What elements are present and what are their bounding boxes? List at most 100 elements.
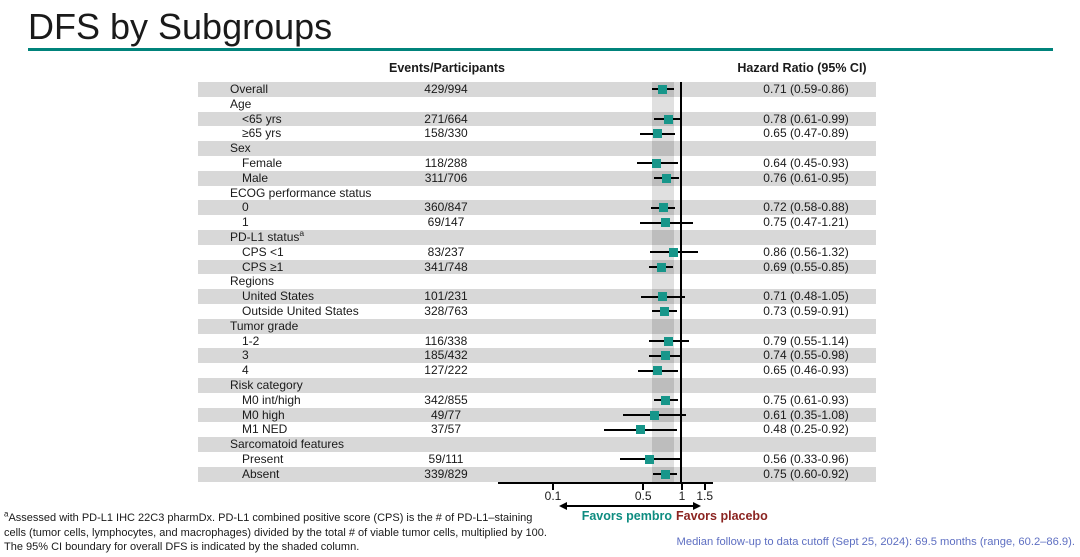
footnote-line-1: aAssessed with PD-L1 IHC 22C3 pharmDx. P… bbox=[4, 509, 533, 524]
table-row: Sex bbox=[198, 141, 876, 156]
hr-value: 0.48 (0.25-0.92) bbox=[763, 422, 849, 437]
row-label: PD-L1 statusa bbox=[230, 227, 305, 244]
favors-arrow bbox=[566, 505, 694, 507]
row-label: ≥65 yrs bbox=[242, 126, 282, 141]
arrow-right-head bbox=[693, 502, 701, 510]
events-value: 49/77 bbox=[430, 407, 462, 422]
events-value: 429/994 bbox=[424, 82, 468, 96]
table-row: CPS ≥1 341/748 0.69 (0.55-0.85) bbox=[198, 259, 876, 275]
hr-value: 0.75 (0.47-1.21) bbox=[763, 215, 849, 230]
table-row: CPS <1 83/237 0.86 (0.56-1.32) bbox=[198, 245, 876, 260]
axis-tick bbox=[642, 482, 645, 490]
table-row: 3 185/432 0.74 (0.55-0.98) bbox=[198, 348, 876, 364]
favors-placebo-label: Favors placebo bbox=[676, 509, 768, 523]
footnote-marker: a bbox=[4, 509, 9, 519]
arrow-left-head bbox=[559, 502, 567, 510]
row-label: 4 bbox=[242, 363, 249, 378]
row-label: <65 yrs bbox=[242, 111, 282, 126]
table-row: <65 yrs 271/664 0.78 (0.61-0.99) bbox=[198, 111, 876, 127]
events-value: 341/748 bbox=[424, 259, 468, 274]
footnotes: aAssessed with PD-L1 IHC 22C3 pharmDx. P… bbox=[4, 509, 564, 555]
hr-value: 0.72 (0.58-0.88) bbox=[763, 200, 849, 215]
events-value: 185/432 bbox=[424, 348, 468, 363]
hr-value: 0.75 (0.61-0.93) bbox=[763, 392, 849, 407]
events-value: 83/237 bbox=[427, 244, 465, 259]
axis-tick bbox=[681, 482, 683, 490]
table-row: PD-L1 statusa bbox=[198, 227, 876, 245]
events-value: 271/664 bbox=[424, 111, 468, 126]
events-value: 69/147 bbox=[427, 215, 465, 230]
axis-tick-label: 0.5 bbox=[634, 489, 652, 503]
hr-value: 0.71 (0.48-1.05) bbox=[763, 289, 849, 304]
subgroup-table: Overall 429/994 0.71 (0.59-0.86) Age <65 yrs… bbox=[198, 82, 876, 482]
hr-value: 0.76 (0.61-0.95) bbox=[763, 170, 849, 185]
row-label: Age bbox=[230, 96, 252, 111]
events-value: 101/231 bbox=[424, 289, 468, 304]
axis-tick-label: 0.1 bbox=[544, 489, 562, 503]
axis-tick bbox=[552, 482, 554, 490]
row-label: ECOG performance status bbox=[230, 185, 372, 200]
row-label: Regions bbox=[230, 274, 275, 289]
median-followup-note: Median follow-up to data cutoff (Sept 25… bbox=[676, 536, 1075, 548]
favors-pembro-label: Favors pembro bbox=[581, 509, 672, 523]
axis-tick bbox=[703, 482, 706, 490]
hr-value: 0.65 (0.47-0.89) bbox=[763, 126, 849, 141]
events-value: 116/338 bbox=[424, 333, 468, 348]
row-label: CPS ≥1 bbox=[242, 259, 284, 274]
hr-value: 0.56 (0.33-0.96) bbox=[763, 451, 849, 466]
row-label: Absent bbox=[242, 466, 280, 481]
hr-value: 0.74 (0.55-0.98) bbox=[763, 348, 849, 363]
row-label: Risk category bbox=[230, 377, 303, 392]
page-title: DFS by Subgroups bbox=[28, 6, 333, 47]
hr-value: 0.78 (0.61-0.99) bbox=[763, 111, 849, 126]
axis-tick-label: 1.5 bbox=[696, 489, 714, 503]
hr-value: 0.64 (0.45-0.93) bbox=[763, 155, 849, 170]
events-value: 328/763 bbox=[424, 303, 468, 318]
table-row: 4 127/222 0.65 (0.46-0.93) bbox=[198, 363, 876, 378]
superscript: a bbox=[299, 227, 305, 238]
hr-value: 0.73 (0.59-0.91) bbox=[763, 303, 849, 318]
title-divider bbox=[28, 48, 1053, 51]
table-row: Present 59/111 0.56 (0.33-0.96) bbox=[198, 452, 876, 467]
table-row: Overall 429/994 0.71 (0.59-0.86) bbox=[198, 82, 876, 97]
hr-value: 0.71 (0.59-0.86) bbox=[763, 82, 849, 96]
table-row: United States 101/231 0.71 (0.48-1.05) bbox=[198, 289, 876, 304]
events-value: 37/57 bbox=[430, 422, 462, 437]
table-row: Tumor grade bbox=[198, 318, 876, 334]
row-label: Male bbox=[242, 170, 269, 185]
row-label: Sex bbox=[230, 141, 251, 156]
table-row: M1 NED 37/57 0.48 (0.25-0.92) bbox=[198, 422, 876, 437]
table-row: 0 360/847 0.72 (0.58-0.88) bbox=[198, 200, 876, 216]
row-label: M0 high bbox=[242, 407, 285, 422]
table-row: 1 69/147 0.75 (0.47-1.21) bbox=[198, 215, 876, 230]
row-label: 0 bbox=[242, 200, 249, 215]
table-row: Absent 339/829 0.75 (0.60-0.92) bbox=[198, 466, 876, 482]
row-label: CPS <1 bbox=[242, 244, 284, 259]
table-row: Risk category bbox=[198, 377, 876, 393]
footnote-line-2: cells (tumor cells, lymphocytes, and mac… bbox=[4, 526, 547, 539]
footnote-line-3: The 95% CI boundary for overall DFS is i… bbox=[4, 541, 360, 554]
reference-line-hr-1 bbox=[680, 82, 682, 483]
axis-tick-label: 1 bbox=[678, 489, 686, 503]
table-row: Male 311/706 0.76 (0.61-0.95) bbox=[198, 170, 876, 186]
events-value: 127/222 bbox=[424, 363, 468, 378]
row-label: Sarcomatoid features bbox=[230, 437, 345, 452]
row-label: Overall bbox=[230, 82, 269, 96]
hazard-ratio-header: Hazard Ratio (95% CI) bbox=[737, 61, 867, 75]
hr-value: 0.65 (0.46-0.93) bbox=[763, 363, 849, 378]
table-row: Sarcomatoid features bbox=[198, 437, 876, 452]
events-value: 360/847 bbox=[424, 200, 468, 215]
row-label: M1 NED bbox=[242, 422, 288, 437]
row-label: Tumor grade bbox=[230, 318, 299, 333]
row-label: Outside United States bbox=[242, 303, 359, 318]
table-row: Outside United States 328/763 0.73 (0.59-0… bbox=[198, 304, 876, 319]
events-participants-header: Events/Participants bbox=[388, 61, 505, 75]
table-row: Female 118/288 0.64 (0.45-0.93) bbox=[198, 156, 876, 171]
row-label: Present bbox=[242, 451, 284, 466]
hr-value: 0.79 (0.55-1.14) bbox=[763, 333, 849, 348]
table-row: M0 int/high 342/855 0.75 (0.61-0.93) bbox=[198, 393, 876, 408]
table-row: ≥65 yrs 158/330 0.65 (0.47-0.89) bbox=[198, 126, 876, 141]
row-label: 1 bbox=[242, 215, 249, 230]
overall-ci-shaded-column bbox=[652, 82, 674, 482]
